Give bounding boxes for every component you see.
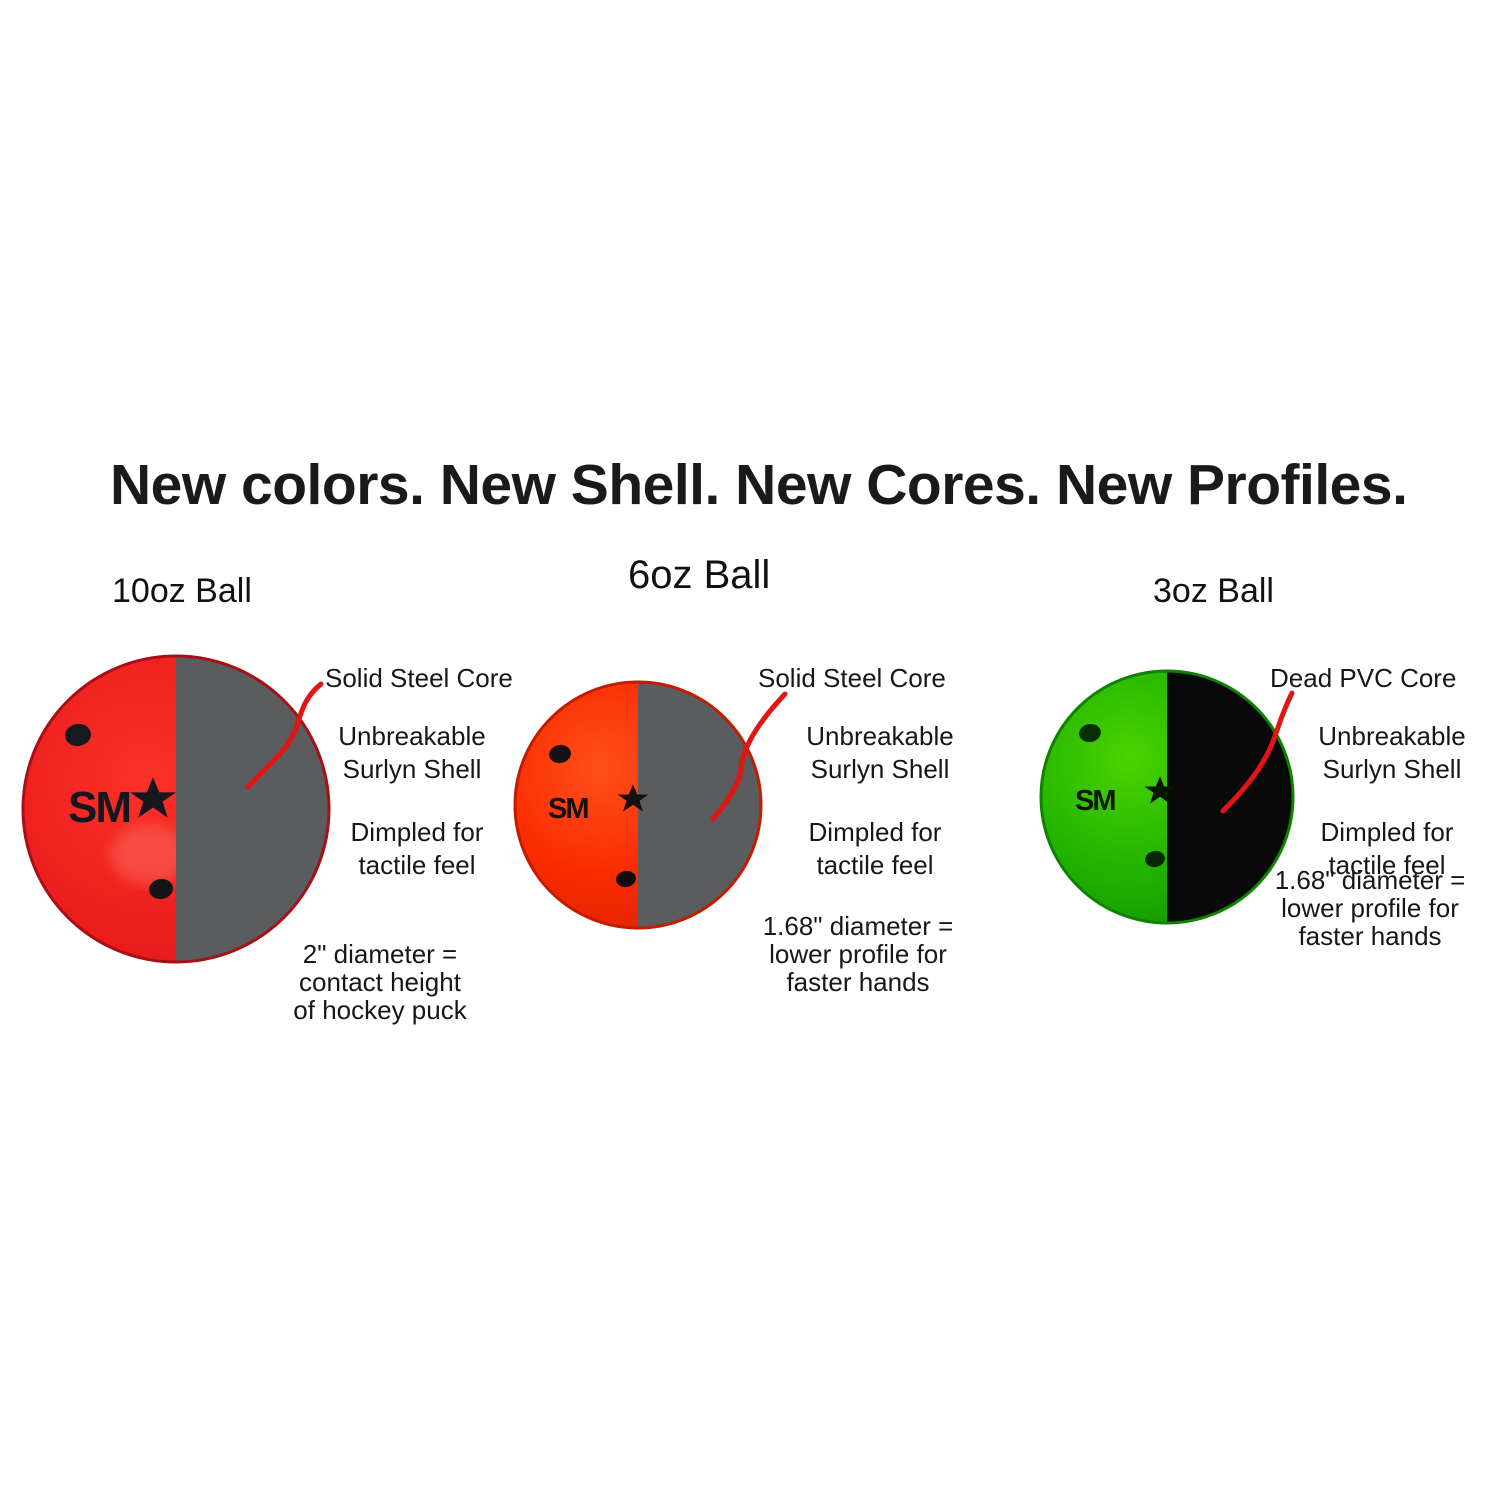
svg-text:SM: SM — [1075, 785, 1115, 817]
